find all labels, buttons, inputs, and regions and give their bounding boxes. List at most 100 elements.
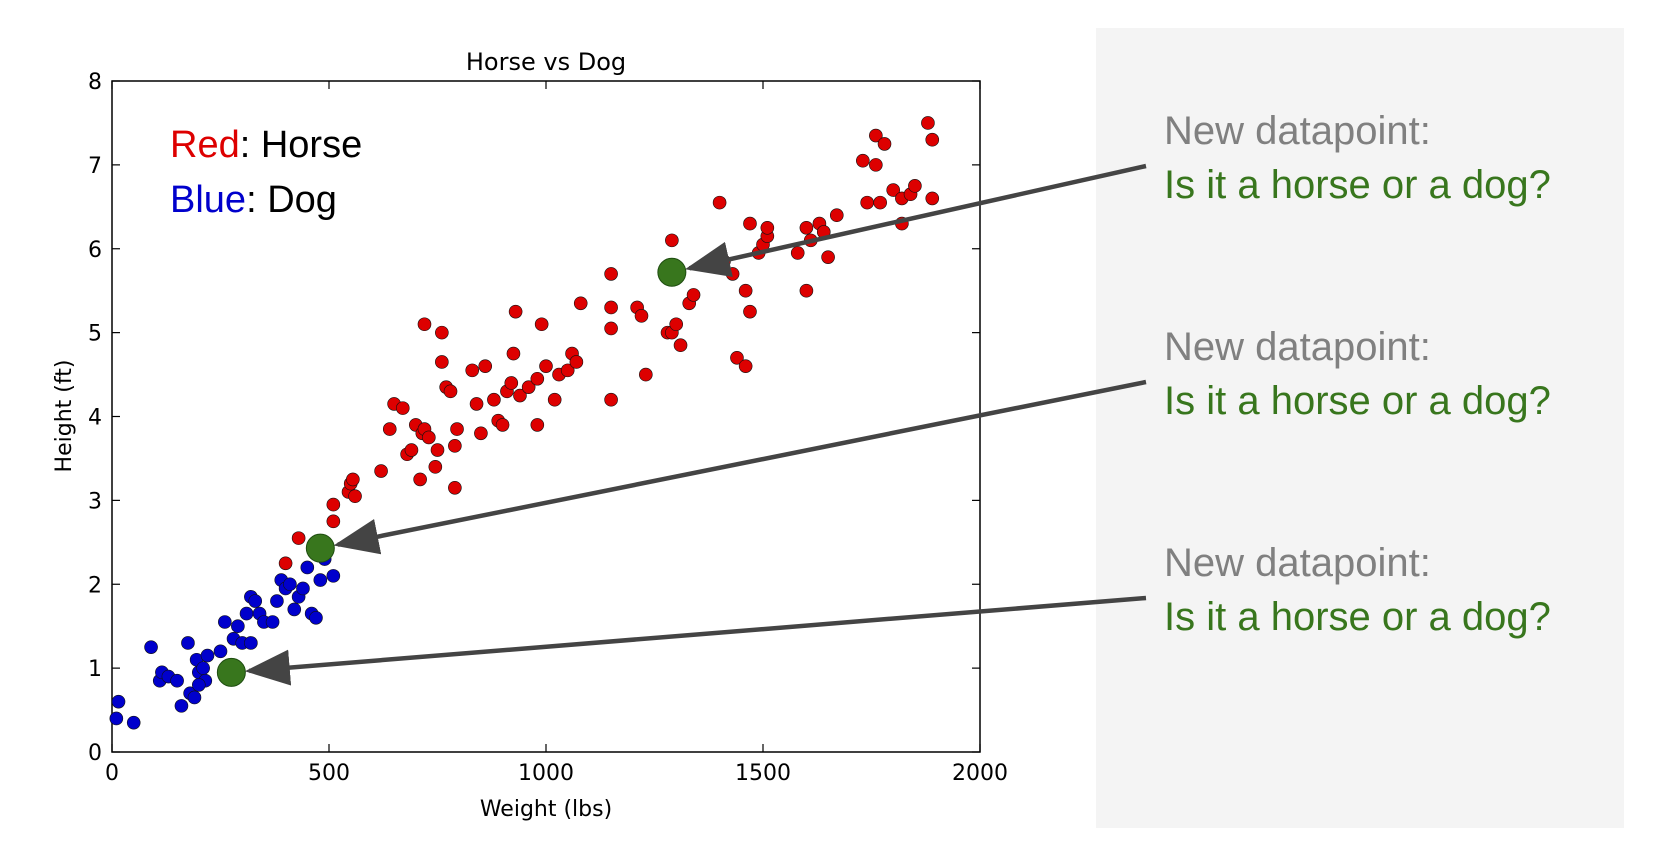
dog-point: [170, 673, 184, 688]
horse-point: [908, 179, 922, 193]
horse-point: [569, 355, 584, 369]
question-block-2: New datapoint: Is it a horse or a dog?: [1164, 320, 1551, 428]
horse-point: [573, 296, 588, 311]
dog-point: [200, 648, 215, 663]
horse-point: [560, 363, 575, 378]
dog-point: [248, 594, 263, 608]
horse-point: [669, 317, 684, 332]
horse-point: [450, 422, 464, 436]
horse-point: [869, 128, 883, 143]
horse-point: [278, 556, 293, 571]
dog-point: [296, 581, 310, 596]
horse-point: [860, 195, 874, 210]
horse-point: [886, 183, 901, 197]
horse-point: [738, 359, 753, 373]
y-tick-label: 5: [88, 322, 102, 347]
dog-point: [287, 602, 302, 617]
horse-point: [326, 497, 341, 512]
pointer-arrow: [244, 595, 1147, 686]
chart-title: Horse vs Dog: [466, 48, 626, 76]
annotation-panel: [1096, 28, 1624, 828]
y-tick-label: 7: [88, 154, 102, 179]
horse-point: [422, 430, 436, 445]
dog-point: [265, 615, 280, 629]
horse-point: [539, 359, 553, 373]
dog-point: [196, 661, 210, 675]
horse-point: [712, 195, 727, 210]
y-axis-label: Height (ft): [52, 360, 77, 473]
pointer-arrow: [333, 379, 1147, 555]
new-datapoint-marker: [305, 533, 335, 563]
horse-point: [474, 426, 488, 441]
horse-point: [504, 376, 519, 390]
legend-entry-dog: Blue: Dog: [170, 179, 337, 221]
x-tick-label: 2000: [952, 761, 1008, 786]
horse-point: [326, 514, 341, 529]
horse-point: [478, 359, 493, 373]
horse-point: [435, 355, 449, 369]
dog-point: [111, 694, 126, 709]
horse-point: [799, 283, 814, 298]
dog-point: [239, 606, 254, 621]
horse-point: [513, 388, 527, 403]
dog-point: [283, 577, 297, 592]
y-tick-label: 3: [88, 489, 102, 514]
dog-point: [309, 610, 323, 625]
question-block-3: New datapoint: Is it a horse or a dog?: [1164, 536, 1551, 644]
y-tick-label: 8: [88, 70, 102, 95]
horse-point: [743, 304, 757, 319]
horse-point: [521, 380, 536, 394]
x-tick-label: 1500: [735, 761, 791, 786]
dog-point: [244, 636, 258, 650]
question-block-1: New datapoint: Is it a horse or a dog?: [1164, 104, 1551, 212]
dog-point: [326, 569, 341, 583]
horse-point: [673, 338, 688, 353]
horse-point: [435, 325, 449, 340]
horse-point: [760, 220, 775, 235]
question-heading: New datapoint:: [1164, 109, 1431, 153]
dog-point: [126, 715, 141, 730]
y-tick-label: 6: [88, 238, 102, 263]
horse-point: [404, 443, 419, 457]
horse-point: [604, 300, 618, 315]
horse-point: [877, 137, 892, 151]
horse-point: [428, 460, 443, 474]
horse-point: [730, 350, 744, 365]
dog-point: [270, 594, 284, 608]
pointer-arrow: [685, 163, 1147, 278]
legend-label-horse: Horse: [261, 124, 362, 166]
y-tick-label: 2: [88, 573, 102, 598]
horse-point: [506, 346, 521, 361]
horse-point: [634, 309, 649, 323]
dog-point: [231, 619, 245, 633]
new-datapoint-marker: [216, 657, 246, 687]
horse-point: [417, 317, 432, 332]
legend-label-dog: Dog: [267, 179, 337, 221]
question-heading: New datapoint:: [1164, 325, 1431, 369]
horse-point: [443, 384, 458, 399]
x-tick-label: 0: [105, 761, 119, 786]
y-tick-label: 0: [88, 741, 102, 766]
y-tick-label: 1: [88, 657, 102, 682]
x-tick-label: 500: [308, 761, 350, 786]
dog-point: [181, 636, 195, 650]
dog-point: [192, 678, 206, 692]
horse-point: [495, 418, 510, 432]
horse-point: [665, 233, 679, 248]
new-datapoint-marker: [657, 257, 687, 287]
horse-point: [725, 267, 740, 281]
legend-separator: :: [240, 124, 261, 166]
legend-separator: :: [246, 179, 267, 221]
dog-point: [313, 573, 328, 587]
horse-point: [743, 216, 757, 231]
horse-point: [873, 195, 887, 210]
dog-point: [174, 699, 189, 713]
horse-point: [465, 363, 480, 378]
horse-point: [530, 371, 545, 386]
dog-point: [109, 711, 124, 726]
dog-point: [300, 560, 315, 575]
horse-point: [790, 246, 805, 260]
legend-entry-horse: Red: Horse: [170, 124, 362, 166]
horse-point: [530, 418, 545, 432]
